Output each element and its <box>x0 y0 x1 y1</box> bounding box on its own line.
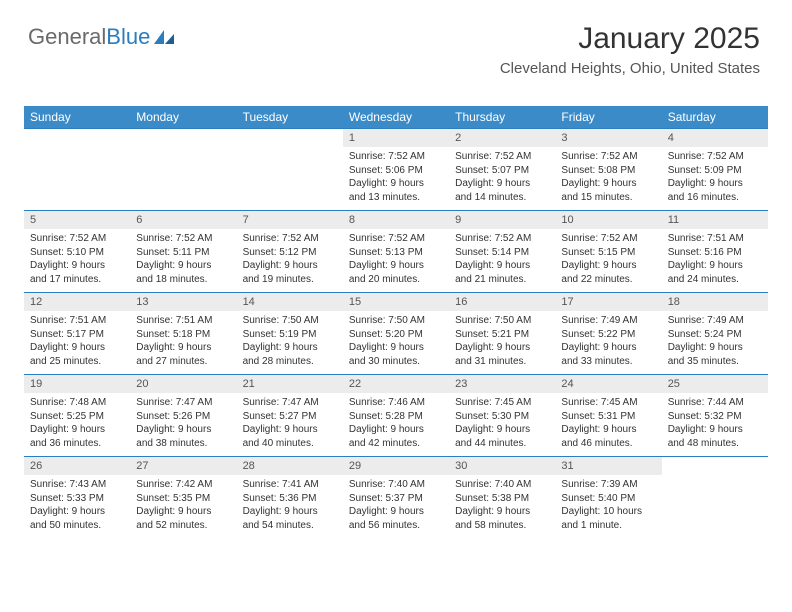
day-details-cell <box>24 147 130 211</box>
month-title: January 2025 <box>500 22 760 56</box>
day-details-cell: Sunrise: 7:52 AMSunset: 5:07 PMDaylight:… <box>449 147 555 211</box>
day-number-cell: 4 <box>662 129 768 148</box>
day-details-cell: Sunrise: 7:39 AMSunset: 5:40 PMDaylight:… <box>555 475 661 538</box>
day-header: Sunday <box>24 106 130 129</box>
day-number-cell: 25 <box>662 375 768 394</box>
day-header: Thursday <box>449 106 555 129</box>
day-number-cell: 6 <box>130 211 236 230</box>
day-number-row: 12131415161718 <box>24 293 768 312</box>
day-details-cell: Sunrise: 7:52 AMSunset: 5:10 PMDaylight:… <box>24 229 130 293</box>
day-number-row: 567891011 <box>24 211 768 230</box>
logo-sail-icon <box>152 28 176 46</box>
day-number-cell: 9 <box>449 211 555 230</box>
day-number-cell: 1 <box>343 129 449 148</box>
day-number-cell: 27 <box>130 457 236 476</box>
day-header: Saturday <box>662 106 768 129</box>
day-details-cell: Sunrise: 7:48 AMSunset: 5:25 PMDaylight:… <box>24 393 130 457</box>
day-details-cell: Sunrise: 7:52 AMSunset: 5:09 PMDaylight:… <box>662 147 768 211</box>
day-details-row: Sunrise: 7:43 AMSunset: 5:33 PMDaylight:… <box>24 475 768 538</box>
calendar-table: SundayMondayTuesdayWednesdayThursdayFrid… <box>24 106 768 538</box>
day-number-cell: 14 <box>237 293 343 312</box>
day-details-cell: Sunrise: 7:51 AMSunset: 5:17 PMDaylight:… <box>24 311 130 375</box>
day-number-cell: 23 <box>449 375 555 394</box>
day-number-cell: 18 <box>662 293 768 312</box>
day-details-cell: Sunrise: 7:40 AMSunset: 5:37 PMDaylight:… <box>343 475 449 538</box>
day-details-cell: Sunrise: 7:52 AMSunset: 5:11 PMDaylight:… <box>130 229 236 293</box>
day-number-cell <box>237 129 343 148</box>
day-details-cell: Sunrise: 7:52 AMSunset: 5:06 PMDaylight:… <box>343 147 449 211</box>
day-number-cell: 22 <box>343 375 449 394</box>
day-details-cell: Sunrise: 7:52 AMSunset: 5:13 PMDaylight:… <box>343 229 449 293</box>
day-details-row: Sunrise: 7:48 AMSunset: 5:25 PMDaylight:… <box>24 393 768 457</box>
day-details-cell: Sunrise: 7:51 AMSunset: 5:18 PMDaylight:… <box>130 311 236 375</box>
day-number-cell: 12 <box>24 293 130 312</box>
location: Cleveland Heights, Ohio, United States <box>500 60 760 77</box>
day-number-cell <box>130 129 236 148</box>
day-details-cell: Sunrise: 7:47 AMSunset: 5:26 PMDaylight:… <box>130 393 236 457</box>
day-number-row: 262728293031 <box>24 457 768 476</box>
day-number-cell: 29 <box>343 457 449 476</box>
day-details-row: Sunrise: 7:52 AMSunset: 5:10 PMDaylight:… <box>24 229 768 293</box>
day-details-cell: Sunrise: 7:42 AMSunset: 5:35 PMDaylight:… <box>130 475 236 538</box>
day-details-row: Sunrise: 7:51 AMSunset: 5:17 PMDaylight:… <box>24 311 768 375</box>
day-number-cell: 2 <box>449 129 555 148</box>
day-number-cell: 28 <box>237 457 343 476</box>
day-details-cell: Sunrise: 7:45 AMSunset: 5:31 PMDaylight:… <box>555 393 661 457</box>
day-details-row: Sunrise: 7:52 AMSunset: 5:06 PMDaylight:… <box>24 147 768 211</box>
logo-word2: Blue <box>106 24 150 49</box>
day-details-cell: Sunrise: 7:50 AMSunset: 5:20 PMDaylight:… <box>343 311 449 375</box>
day-details-cell: Sunrise: 7:52 AMSunset: 5:14 PMDaylight:… <box>449 229 555 293</box>
day-details-cell: Sunrise: 7:50 AMSunset: 5:21 PMDaylight:… <box>449 311 555 375</box>
day-number-cell: 7 <box>237 211 343 230</box>
day-number-cell: 21 <box>237 375 343 394</box>
day-number-cell: 30 <box>449 457 555 476</box>
day-details-cell: Sunrise: 7:41 AMSunset: 5:36 PMDaylight:… <box>237 475 343 538</box>
day-number-cell: 24 <box>555 375 661 394</box>
day-number-cell: 8 <box>343 211 449 230</box>
day-details-cell: Sunrise: 7:43 AMSunset: 5:33 PMDaylight:… <box>24 475 130 538</box>
header: January 2025 Cleveland Heights, Ohio, Un… <box>500 22 760 77</box>
day-number-cell: 16 <box>449 293 555 312</box>
day-details-cell: Sunrise: 7:52 AMSunset: 5:12 PMDaylight:… <box>237 229 343 293</box>
day-number-cell: 20 <box>130 375 236 394</box>
day-number-cell: 10 <box>555 211 661 230</box>
day-details-cell: Sunrise: 7:47 AMSunset: 5:27 PMDaylight:… <box>237 393 343 457</box>
day-header: Wednesday <box>343 106 449 129</box>
day-header-row: SundayMondayTuesdayWednesdayThursdayFrid… <box>24 106 768 129</box>
day-header: Tuesday <box>237 106 343 129</box>
day-details-cell <box>130 147 236 211</box>
day-number-cell: 31 <box>555 457 661 476</box>
day-number-cell <box>662 457 768 476</box>
day-number-cell: 5 <box>24 211 130 230</box>
day-details-cell: Sunrise: 7:45 AMSunset: 5:30 PMDaylight:… <box>449 393 555 457</box>
day-number-cell: 15 <box>343 293 449 312</box>
day-details-cell: Sunrise: 7:52 AMSunset: 5:08 PMDaylight:… <box>555 147 661 211</box>
day-number-cell <box>24 129 130 148</box>
day-header: Friday <box>555 106 661 129</box>
day-details-cell: Sunrise: 7:49 AMSunset: 5:24 PMDaylight:… <box>662 311 768 375</box>
day-header: Monday <box>130 106 236 129</box>
day-number-row: 19202122232425 <box>24 375 768 394</box>
logo-word1: General <box>28 24 106 49</box>
day-details-cell: Sunrise: 7:51 AMSunset: 5:16 PMDaylight:… <box>662 229 768 293</box>
day-number-cell: 3 <box>555 129 661 148</box>
day-number-cell: 11 <box>662 211 768 230</box>
day-details-cell <box>237 147 343 211</box>
logo: GeneralBlue <box>28 24 176 50</box>
day-number-cell: 19 <box>24 375 130 394</box>
day-details-cell: Sunrise: 7:40 AMSunset: 5:38 PMDaylight:… <box>449 475 555 538</box>
day-details-cell <box>662 475 768 538</box>
day-details-cell: Sunrise: 7:46 AMSunset: 5:28 PMDaylight:… <box>343 393 449 457</box>
logo-text: GeneralBlue <box>28 24 150 50</box>
day-number-cell: 17 <box>555 293 661 312</box>
day-number-row: 1234 <box>24 129 768 148</box>
day-number-cell: 13 <box>130 293 236 312</box>
day-number-cell: 26 <box>24 457 130 476</box>
day-details-cell: Sunrise: 7:49 AMSunset: 5:22 PMDaylight:… <box>555 311 661 375</box>
day-details-cell: Sunrise: 7:44 AMSunset: 5:32 PMDaylight:… <box>662 393 768 457</box>
day-details-cell: Sunrise: 7:52 AMSunset: 5:15 PMDaylight:… <box>555 229 661 293</box>
day-details-cell: Sunrise: 7:50 AMSunset: 5:19 PMDaylight:… <box>237 311 343 375</box>
